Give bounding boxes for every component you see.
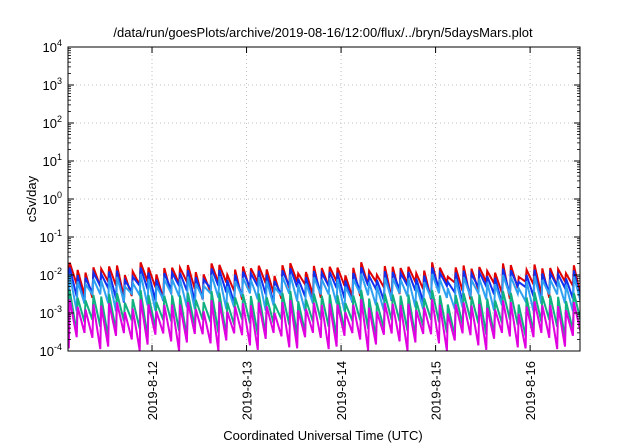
- ticks: 10-4 10-3 10-2 10-1 100 101 102 103 104 2019-8-12…: [40, 38, 580, 420]
- x-tick-label: 2019-8-13: [240, 361, 255, 420]
- y-tick-label: 101: [43, 152, 62, 169]
- series-line: [68, 299, 580, 351]
- y-tick-label: 10-4: [40, 342, 62, 359]
- y-tick-label: 100: [43, 190, 62, 207]
- y-tick-label: 104: [43, 38, 62, 55]
- x-tick-label: 2019-8-12: [145, 361, 160, 420]
- x-axis-label: Coordinated Universal Time (UTC): [223, 428, 422, 443]
- x-tick-label: 2019-8-15: [429, 361, 444, 420]
- chart-title: /data/run/goesPlots/archive/2019-08-16/1…: [113, 25, 533, 40]
- x-tick-label: 2019-8-14: [334, 361, 349, 420]
- y-axis-label: cSv/day: [24, 175, 39, 222]
- y-tick-label: 10-3: [40, 304, 62, 321]
- x-tick-label: 2019-8-16: [523, 361, 538, 420]
- y-tick-label: 102: [43, 114, 62, 131]
- y-tick-label: 10-1: [40, 228, 62, 245]
- y-tick-label: 103: [43, 76, 62, 93]
- series-layer: [68, 262, 580, 351]
- y-tick-label: 10-2: [40, 266, 62, 283]
